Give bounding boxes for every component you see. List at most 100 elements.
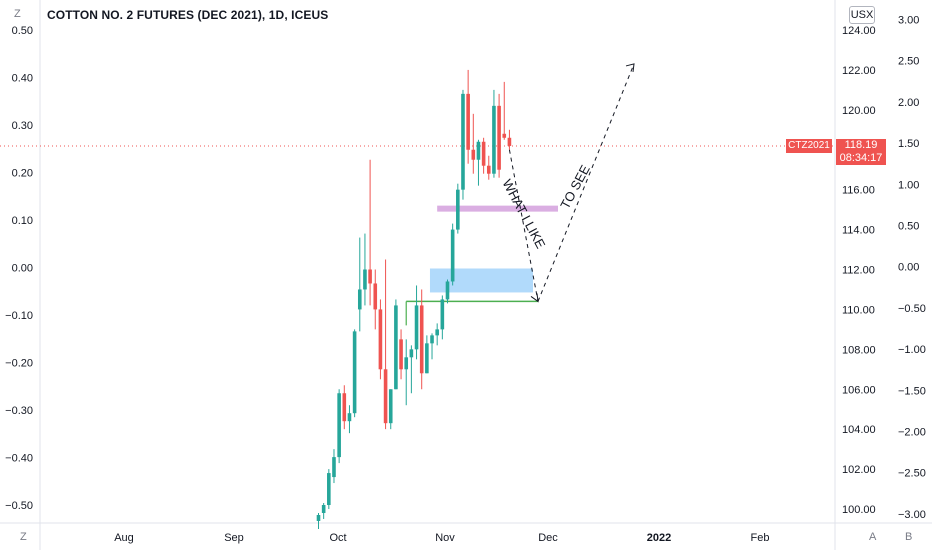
price-tick-label: 110.00 — [842, 304, 875, 316]
far-right-tick-label: 2.00 — [898, 97, 919, 109]
symbol-price-tag: CTZ2021 — [786, 139, 832, 153]
timezone-toggle[interactable]: Z — [20, 531, 27, 543]
left-tick-label: −0.50 — [5, 500, 33, 512]
far-right-tick-label: 3.00 — [898, 15, 919, 27]
price-tick-label: 104.00 — [842, 424, 876, 436]
supply-zone-purple[interactable] — [437, 205, 558, 212]
time-tick-label: Sep — [224, 532, 244, 544]
candle-down[interactable] — [419, 305, 424, 374]
candle-up[interactable] — [321, 505, 326, 513]
left-tick-label: 0.30 — [12, 120, 33, 132]
candle-down[interactable] — [507, 137, 512, 146]
left-tick-label: −0.30 — [5, 405, 33, 417]
left-tick-label: 0.00 — [12, 263, 33, 275]
candle-up[interactable] — [394, 305, 398, 390]
far-right-tick-label: 1.00 — [898, 179, 919, 191]
price-tick-label: 100.00 — [842, 504, 876, 516]
top-left-corner-label[interactable]: Z — [14, 8, 21, 20]
price-tick-label: 122.00 — [842, 65, 876, 77]
candle-up[interactable] — [445, 281, 450, 300]
left-tick-label: −0.20 — [5, 358, 33, 370]
candle-up[interactable] — [425, 343, 429, 374]
price-tick-label: 124.00 — [842, 25, 876, 37]
candle-down[interactable] — [399, 339, 403, 370]
candle-up[interactable] — [316, 514, 321, 521]
candle-down[interactable] — [342, 393, 347, 422]
far-right-tick-label: −3.00 — [898, 509, 926, 521]
candle-up[interactable] — [414, 305, 419, 350]
arrowhead-down — [530, 293, 539, 303]
far-axis-toggle[interactable]: B — [905, 531, 913, 543]
demand-zone-blue[interactable] — [429, 268, 533, 293]
time-tick-label: Feb — [751, 532, 770, 544]
candle-up[interactable] — [409, 349, 414, 358]
time-tick-label: Dec — [538, 532, 558, 544]
time-tick-label: Nov — [435, 532, 455, 544]
candle-up[interactable] — [461, 93, 465, 190]
far-right-tick-label: 0.50 — [898, 221, 919, 233]
candle-up[interactable] — [352, 331, 357, 414]
price-tick-label: 108.00 — [842, 344, 876, 356]
last-price-tag: 118.19 08:34:17 — [836, 139, 886, 165]
zones-layer — [405, 205, 558, 326]
candle-up[interactable] — [357, 289, 362, 310]
candle-down[interactable] — [368, 269, 372, 284]
candle-up[interactable] — [332, 457, 336, 478]
left-tick-label: −0.40 — [5, 453, 33, 465]
far-right-tick-label: −1.00 — [898, 344, 926, 356]
price-tick-label: 120.00 — [842, 105, 876, 117]
far-right-tick-label: 1.50 — [898, 138, 919, 150]
candle-up[interactable] — [337, 393, 341, 458]
candle-down[interactable] — [497, 105, 501, 170]
far-right-tick-label: 0.00 — [898, 262, 919, 274]
time-tick-label: Oct — [329, 532, 346, 544]
candle-down[interactable] — [373, 283, 378, 310]
projection-line-up[interactable] — [537, 63, 635, 302]
candle-down[interactable] — [481, 141, 486, 166]
candle-up[interactable] — [327, 473, 331, 506]
drawings-layer[interactable]: WHAT I LIKE TO SEE — [499, 63, 635, 303]
candle-up[interactable] — [476, 141, 481, 160]
left-tick-label: 0.20 — [12, 168, 33, 180]
currency-unit-badge[interactable]: USX — [849, 6, 875, 24]
arrowhead-up — [625, 63, 635, 72]
candle-down[interactable] — [486, 165, 491, 174]
candle-up[interactable] — [404, 357, 409, 370]
far-right-tick-label: −2.50 — [898, 468, 926, 480]
left-tick-label: −0.10 — [5, 310, 33, 322]
candle-down[interactable] — [378, 309, 383, 370]
candle-down[interactable] — [471, 149, 476, 160]
annotation-to-see[interactable]: TO SEE — [557, 162, 593, 211]
price-tick-label: 116.00 — [842, 185, 875, 197]
price-tick-label: 102.00 — [842, 464, 876, 476]
candle-up[interactable] — [456, 189, 460, 230]
candle-up[interactable] — [363, 269, 367, 290]
candle-down[interactable] — [466, 93, 470, 150]
far-right-tick-label: −0.50 — [898, 303, 926, 315]
candle-up[interactable] — [388, 389, 393, 424]
far-right-tick-label: −1.50 — [898, 385, 926, 397]
time-tick-label: 2022 — [647, 532, 671, 544]
candle-up[interactable] — [450, 229, 455, 282]
candle-down[interactable] — [383, 369, 388, 424]
candle-down[interactable] — [502, 133, 507, 138]
price-tick-label: 112.00 — [842, 265, 875, 277]
candle-up[interactable] — [492, 105, 496, 174]
candle-up[interactable] — [440, 299, 445, 330]
left-tick-label: 0.50 — [12, 25, 33, 37]
candle-up[interactable] — [430, 335, 434, 344]
chart-title[interactable]: COTTON NO. 2 FUTURES (DEC 2021), 1D, ICE… — [47, 8, 329, 22]
auto-scale-toggle[interactable]: A — [869, 531, 877, 543]
axes-layer[interactable]: 124.00122.00120.00118.00116.00114.00112.… — [5, 15, 926, 545]
candle-up[interactable] — [435, 329, 439, 336]
price-tick-label: 114.00 — [842, 225, 875, 237]
annotation-what-i-like[interactable]: WHAT I LIKE — [499, 177, 548, 252]
last-price-value: 118.19 — [844, 139, 878, 151]
left-tick-label: 0.40 — [12, 73, 33, 85]
projection-line-down[interactable] — [508, 149, 539, 302]
price-tick-label: 106.00 — [842, 384, 876, 396]
candles-layer[interactable] — [316, 69, 512, 529]
candle-up[interactable] — [347, 413, 352, 422]
